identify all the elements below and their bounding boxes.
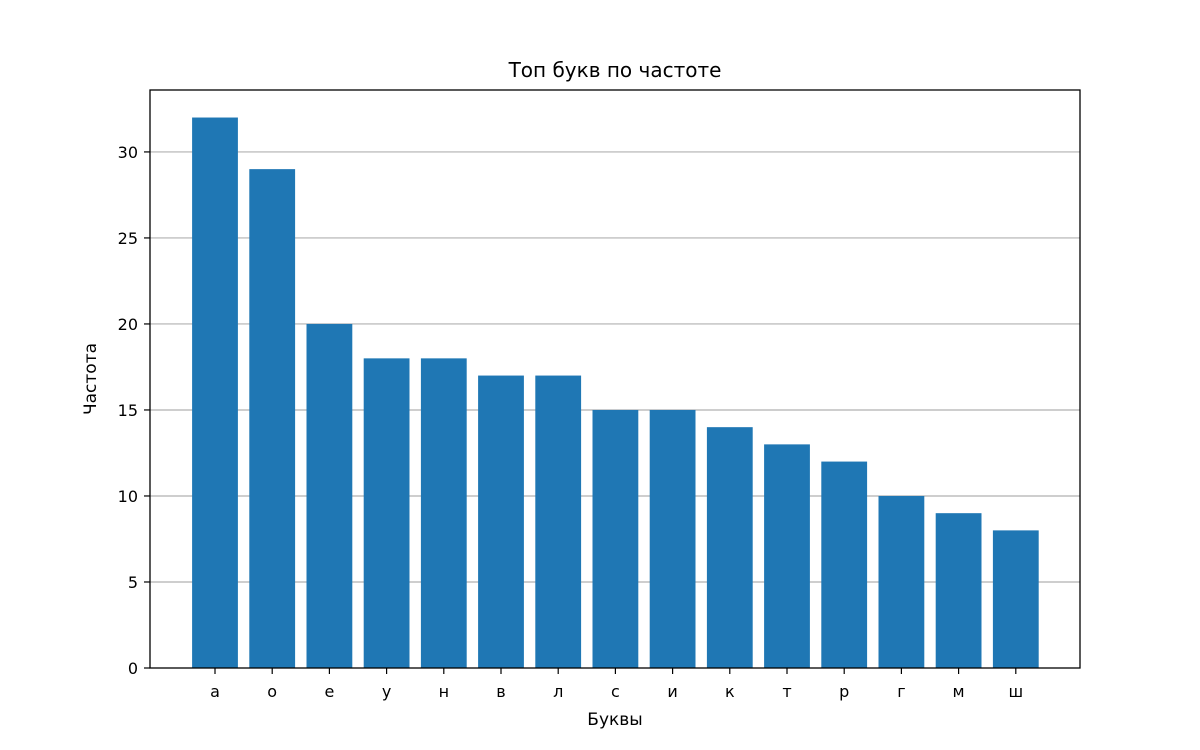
- y-tick-label: 10: [118, 487, 138, 506]
- x-tick-label: н: [439, 682, 449, 701]
- bar-ш: [992, 530, 1039, 668]
- x-tick-label: м: [953, 682, 965, 701]
- y-tick-label: 15: [118, 401, 138, 420]
- bar-м: [935, 513, 982, 668]
- x-tick-label: в: [496, 682, 505, 701]
- y-axis-ticks: 0 5 10 15 20 25 30: [118, 143, 150, 678]
- x-tick-label: и: [667, 682, 677, 701]
- x-tick-label: с: [611, 682, 620, 701]
- bar-е: [306, 323, 353, 668]
- bar-у: [363, 358, 410, 668]
- x-tick-label: л: [553, 682, 563, 701]
- bar-р: [821, 461, 868, 668]
- x-tick-label: а: [210, 682, 220, 701]
- y-tick-label: 20: [118, 315, 138, 334]
- bar-н: [420, 358, 467, 668]
- y-tick-label: 5: [128, 573, 138, 592]
- x-tick-label: ш: [1008, 682, 1023, 701]
- bar-о: [249, 169, 296, 668]
- x-tick-label: г: [897, 682, 905, 701]
- x-axis-label: Буквы: [587, 710, 642, 730]
- bar-и: [649, 409, 696, 668]
- y-axis-label: Частота: [81, 343, 101, 415]
- x-tick-label: т: [782, 682, 791, 701]
- x-tick-label: р: [839, 682, 849, 701]
- x-tick-label: о: [267, 682, 277, 701]
- y-tick-label: 0: [128, 659, 138, 678]
- y-tick-label: 30: [118, 143, 138, 162]
- bar-т: [764, 444, 810, 668]
- y-tick-label: 25: [118, 229, 138, 248]
- bar-г: [878, 495, 925, 668]
- bar-в: [478, 375, 524, 668]
- x-tick-label: у: [382, 682, 391, 701]
- x-tick-label: к: [725, 682, 735, 701]
- bars: [192, 117, 1039, 669]
- chart-title: Топ букв по частоте: [508, 58, 722, 82]
- bar-к: [706, 427, 753, 668]
- bar-л: [535, 375, 582, 668]
- bar-а: [192, 117, 238, 669]
- bar-с: [592, 409, 639, 668]
- x-tick-label: е: [324, 682, 334, 701]
